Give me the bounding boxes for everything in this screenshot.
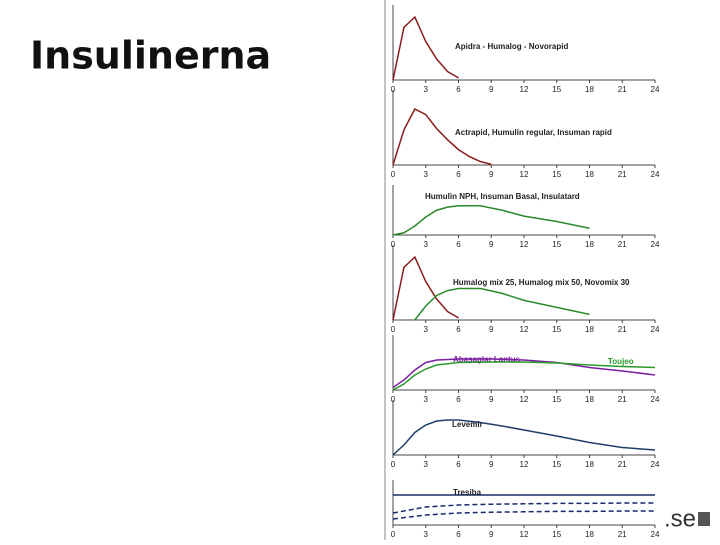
x-tick-label: 24	[651, 395, 660, 404]
series-line	[392, 205, 590, 236]
x-tick-label: 0	[391, 325, 396, 334]
x-tick-label: 15	[552, 85, 561, 94]
x-tick-label: 21	[618, 395, 627, 404]
series-line	[392, 107, 492, 166]
x-tick-label: 18	[585, 240, 594, 249]
x-tick-label: 6	[456, 170, 461, 179]
x-tick-label: 9	[489, 530, 494, 539]
legend-label: Toujeo	[608, 357, 634, 366]
x-tick-label: 12	[520, 395, 529, 404]
series-line	[392, 502, 655, 514]
x-tick-label: 15	[552, 240, 561, 249]
chart-label: Apidra - Humalog - Novorapid	[455, 42, 568, 51]
chart-label: Levemir	[452, 420, 483, 429]
x-tick-label: 21	[618, 460, 627, 469]
x-tick-label: 24	[651, 240, 660, 249]
x-tick-label: 3	[424, 530, 429, 539]
x-tick-label: 24	[651, 530, 660, 539]
x-tick-label: 9	[489, 325, 494, 334]
x-tick-label: 12	[520, 325, 529, 334]
logo	[698, 512, 710, 526]
brand: .se	[664, 505, 696, 532]
x-tick-label: 18	[585, 170, 594, 179]
x-tick-label: 21	[618, 240, 627, 249]
x-tick-label: 3	[424, 325, 429, 334]
x-tick-label: 21	[618, 530, 627, 539]
series-line	[392, 361, 656, 391]
x-tick-label: 12	[520, 530, 529, 539]
x-tick-label: 12	[520, 85, 529, 94]
chart-label: Tresiba	[453, 488, 482, 497]
x-tick-label: 12	[520, 460, 529, 469]
series-line	[392, 419, 656, 456]
x-tick-label: 9	[489, 170, 494, 179]
x-tick-label: 9	[489, 85, 494, 94]
x-tick-label: 9	[489, 240, 494, 249]
x-tick-label: 18	[585, 395, 594, 404]
x-tick-label: 6	[456, 240, 461, 249]
x-tick-label: 18	[585, 85, 594, 94]
x-tick-label: 15	[552, 530, 561, 539]
slide-title: Insulinerna	[30, 34, 271, 78]
x-tick-label: 3	[424, 395, 429, 404]
x-tick-label: 0	[391, 460, 396, 469]
series-line	[392, 510, 655, 520]
x-tick-label: 6	[456, 85, 461, 94]
series-line	[392, 358, 656, 389]
x-tick-label: 3	[424, 240, 429, 249]
x-tick-label: 15	[552, 395, 561, 404]
legend-label: Abasaglar Lantus	[453, 355, 521, 364]
x-tick-label: 18	[585, 325, 594, 334]
series-line	[392, 15, 459, 81]
x-tick-label: 18	[585, 530, 594, 539]
x-tick-label: 24	[651, 460, 660, 469]
x-tick-label: 24	[651, 85, 660, 94]
x-tick-label: 12	[520, 170, 529, 179]
x-tick-label: 15	[552, 460, 561, 469]
x-tick-label: 12	[520, 240, 529, 249]
chart-label: Humulin NPH, Insuman Basal, Insulatard	[425, 192, 580, 201]
x-tick-label: 0	[391, 395, 396, 404]
x-tick-label: 0	[391, 170, 396, 179]
x-tick-label: 24	[651, 170, 660, 179]
x-tick-label: 21	[618, 85, 627, 94]
x-tick-label: 0	[391, 240, 396, 249]
x-tick-label: 21	[618, 170, 627, 179]
x-tick-label: 6	[456, 460, 461, 469]
x-tick-label: 0	[391, 85, 396, 94]
x-tick-label: 6	[456, 530, 461, 539]
x-tick-label: 15	[552, 170, 561, 179]
series-line	[392, 255, 459, 321]
x-tick-label: 6	[456, 395, 461, 404]
chart-label: Humalog mix 25, Humalog mix 50, Novomix …	[453, 278, 630, 287]
series-line	[414, 287, 590, 321]
x-tick-label: 6	[456, 325, 461, 334]
x-tick-label: 18	[585, 460, 594, 469]
x-tick-label: 3	[424, 170, 429, 179]
x-tick-label: 24	[651, 325, 660, 334]
x-tick-label: 3	[424, 85, 429, 94]
x-tick-label: 9	[489, 395, 494, 404]
x-tick-label: 15	[552, 325, 561, 334]
x-tick-label: 21	[618, 325, 627, 334]
x-tick-label: 0	[391, 530, 396, 539]
x-tick-label: 3	[424, 460, 429, 469]
chart-label: Actrapid, Humulin regular, Insuman rapid	[455, 128, 612, 137]
x-tick-label: 9	[489, 460, 494, 469]
